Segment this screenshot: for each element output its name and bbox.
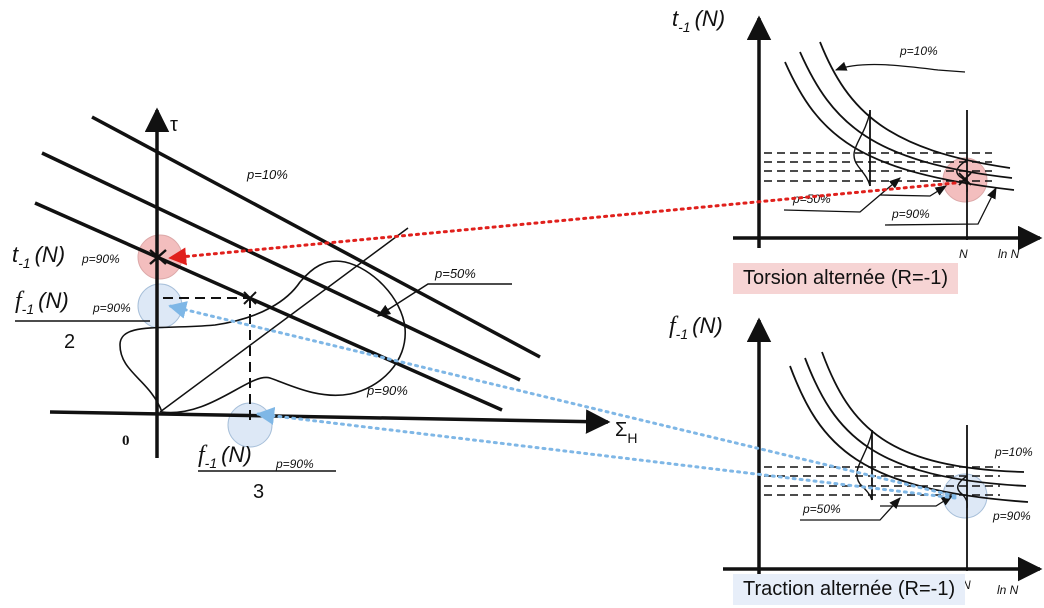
t-label: t-1 (N) <box>12 242 65 271</box>
t-label-prob: p=90% <box>81 252 120 266</box>
traction-curve-p10 <box>821 351 1025 473</box>
p50-pointer-arrow <box>376 283 512 317</box>
f-label-bottom: f-1 (N) <box>198 442 252 471</box>
traction-p50-arrow <box>800 497 901 521</box>
torsion-p10-label: p=10% <box>899 44 938 58</box>
traction-distribution-2 <box>957 475 968 509</box>
torsion-curve-p90 <box>784 61 1015 191</box>
p10-label-left: p=10% <box>246 167 288 182</box>
torsion-cross-marker <box>149 249 167 265</box>
tau-axis-label: τ <box>170 114 178 136</box>
load-distribution-contour <box>119 260 406 414</box>
f-label-left: f-1 (N) <box>15 288 69 317</box>
traction-chart: f-1 (N) N ln N p=10% p=50% p=90% <box>669 313 1043 597</box>
traction-caption: Traction alternée (R=-1) <box>733 574 966 605</box>
left-diagram: τ ΣH 0 t-1 (N) p=90% f-1 (N) p=90% 2 f-1 (N… <box>12 107 638 503</box>
torsion-p50-label: p=50% <box>792 192 831 206</box>
torsion-p90-arrow <box>884 186 997 226</box>
torsion-distribution-2 <box>956 159 968 193</box>
traction-distribution-1 <box>856 431 873 501</box>
p90-label-left: p=90% <box>366 383 408 398</box>
torsion-curve-p50 <box>799 51 1013 179</box>
f-label-bottom-prob: p=90% <box>275 457 314 471</box>
load-path-line <box>159 227 409 413</box>
traction-curve-p90 <box>789 365 1029 503</box>
traction-curve-p50 <box>804 357 1027 487</box>
torsion-caption: Torsion alternée (R=-1) <box>733 263 959 294</box>
torsion-p90-label: p=90% <box>891 207 930 221</box>
traction-p90-label: p=90% <box>992 509 1031 523</box>
p90-line <box>34 201 503 412</box>
torsion-p10-arrow <box>834 61 966 73</box>
traction-p10-label: p=10% <box>994 445 1033 459</box>
traction-x-label: ln N <box>997 583 1019 597</box>
torsion-chart: t-1 (N) N ln N p=10% p=50% p=90% <box>672 6 1043 261</box>
origin-label: 0 <box>122 433 130 449</box>
torsion-p50-arrow-2 <box>879 185 947 197</box>
traction-dotted-connector-lower <box>256 407 957 500</box>
traction-p50-label: p=50% <box>802 502 841 516</box>
traction-x-tick: N <box>962 578 971 592</box>
f-label-left-index: 2 <box>64 331 75 353</box>
p10-line <box>91 115 541 359</box>
torsion-x-tick: N <box>959 247 968 261</box>
p50-label-left: p=50% <box>434 266 476 281</box>
sigma-axis-label: ΣH <box>615 419 638 446</box>
f-label-bottom-index: 3 <box>253 481 264 503</box>
torsion-curve-p10 <box>819 41 1011 169</box>
torsion-y-label: t-1 (N) <box>672 6 725 35</box>
p50-line <box>41 151 521 382</box>
f-label-left-prob: p=90% <box>92 301 131 315</box>
traction-dotted-connector-upper <box>168 301 957 498</box>
torsion-cross <box>958 172 972 186</box>
sigma-axis <box>49 409 611 434</box>
traction-p50-arrow-2 <box>880 495 953 507</box>
traction-y-label: f-1 (N) <box>669 313 723 342</box>
torsion-distribution-1 <box>853 111 871 187</box>
intersection-cross <box>243 291 257 305</box>
torsion-x-label: ln N <box>998 247 1020 261</box>
torsion-dotted-connector <box>168 181 957 266</box>
